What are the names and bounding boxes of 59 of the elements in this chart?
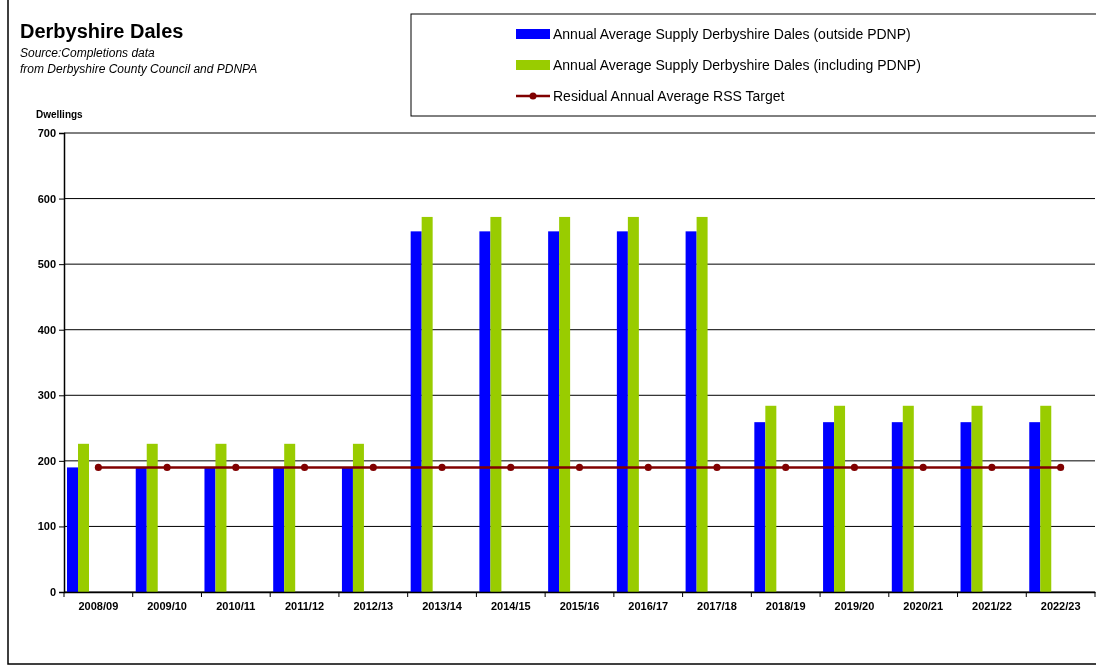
- bar: [960, 422, 972, 592]
- bar: [891, 422, 903, 592]
- x-tick-label: 2013/14: [422, 599, 463, 612]
- x-tick-label: 2010/11: [216, 599, 256, 612]
- bar: [685, 231, 697, 592]
- bar: [834, 405, 846, 592]
- bar: [410, 231, 422, 592]
- bar: [1029, 422, 1041, 592]
- x-tick-label: 2012/13: [353, 599, 394, 612]
- y-tick-label: 0: [49, 586, 56, 599]
- x-tick-label: 2020/21: [903, 599, 944, 612]
- y-tick-label: 400: [37, 323, 56, 336]
- bar: [215, 443, 227, 592]
- bar: [135, 467, 147, 592]
- y-axis-title: Dwellings: [36, 109, 84, 120]
- bar: [479, 231, 491, 592]
- bar: [146, 443, 158, 592]
- x-tick-label: 2021/22: [972, 599, 1012, 612]
- x-tick-label: 2018/19: [765, 599, 806, 612]
- y-tick-label: 700: [37, 127, 56, 140]
- x-tick-label: 2014/15: [490, 599, 531, 612]
- y-tick-label: 500: [37, 258, 56, 271]
- bar: [341, 467, 353, 592]
- x-tick-label: 2017/18: [697, 599, 737, 612]
- bar: [548, 231, 560, 592]
- y-tick-label: 600: [37, 192, 56, 205]
- bar: [67, 467, 78, 592]
- legend-label: Annual Average Supply Derbyshire Dales (including PDNP): [553, 57, 921, 73]
- bar: [971, 405, 983, 592]
- bar: [902, 405, 914, 592]
- x-tick-label: 2009/10: [147, 599, 187, 612]
- bar: [696, 216, 708, 592]
- bar: [765, 405, 777, 592]
- bar: [421, 216, 433, 592]
- x-tick-label: 2011/12: [284, 599, 325, 612]
- bar: [616, 231, 628, 592]
- y-tick-label: 200: [37, 454, 56, 467]
- bar: [490, 216, 502, 592]
- bar: [204, 467, 216, 592]
- x-tick-label: 2015/16: [559, 599, 600, 612]
- bar: [823, 422, 835, 592]
- legend-label: Annual Average Supply Derbyshire Dales (outside PDNP): [553, 26, 911, 42]
- x-tick-label: 2022/23: [1040, 599, 1081, 612]
- chart-subtitle: Source:Completions data from Derbyshire County Council and PDNPA: [20, 46, 258, 76]
- bar: [754, 422, 766, 592]
- y-tick-label: 100: [37, 520, 56, 533]
- bar: [284, 443, 296, 592]
- y-tick-label: 300: [37, 389, 56, 402]
- x-tick-label: 2008/09: [78, 599, 119, 612]
- bar: [1040, 405, 1052, 592]
- bar: [627, 216, 639, 592]
- legend-label: Residual Annual Average RSS Target: [553, 88, 785, 104]
- bar: [273, 467, 285, 592]
- bar: [559, 216, 571, 592]
- bar: [78, 443, 89, 592]
- x-tick-label: 2016/17: [628, 599, 669, 612]
- bar: [352, 443, 364, 592]
- x-tick-label: 2019/20: [834, 599, 875, 612]
- chart-title: Derbyshire Dales: [20, 20, 184, 42]
